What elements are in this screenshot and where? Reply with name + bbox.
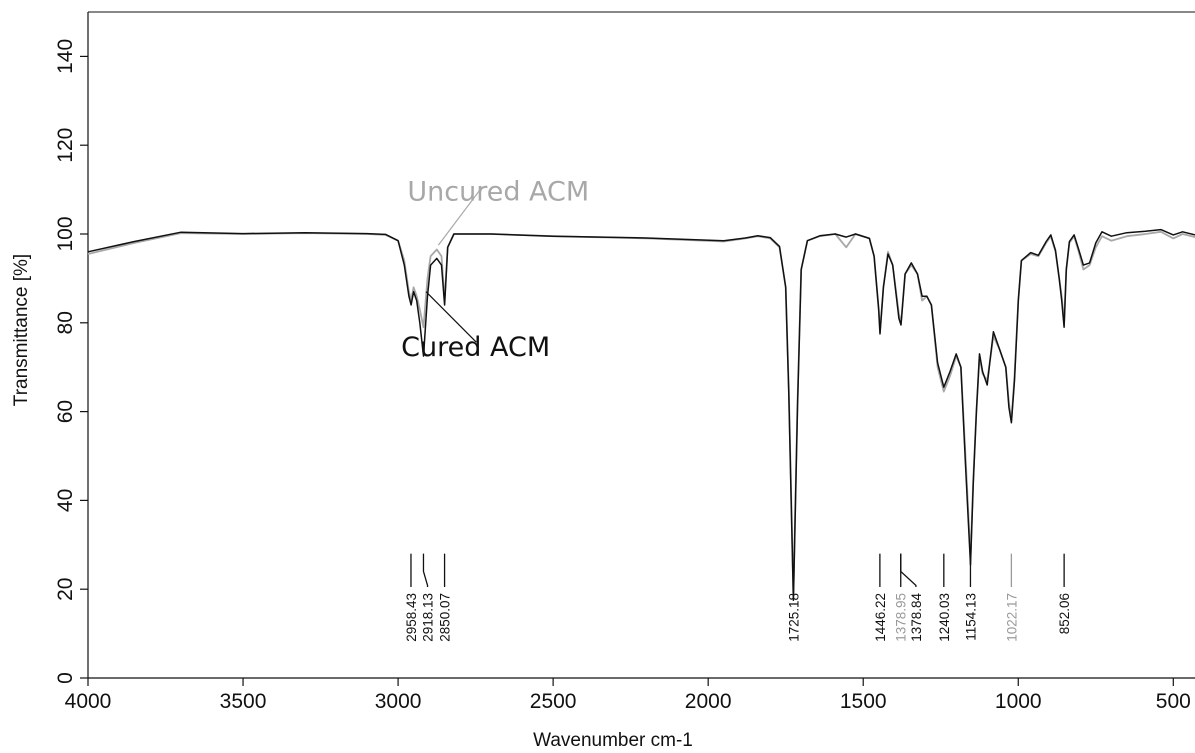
y-tick-label: 60 xyxy=(54,400,77,423)
x-tick-label: 1500 xyxy=(840,690,887,713)
peak-markers: 2958.43 2918.13 2850.07 1725.18 1446.22 1378.… xyxy=(404,553,1072,642)
x-tick-label: 3000 xyxy=(375,690,422,713)
peak-marker-line xyxy=(422,553,429,587)
peak-label: 1446.22 xyxy=(873,593,888,642)
y-tick-label: 40 xyxy=(54,489,77,512)
peak-label: 1022.17 xyxy=(1004,593,1019,642)
series-label-pointer xyxy=(437,186,483,246)
y-tick-label: 80 xyxy=(54,311,77,334)
x-tick-label: 3500 xyxy=(220,690,267,713)
plot-frame xyxy=(87,11,1195,679)
series-line-cured-acm xyxy=(87,228,1195,602)
series-annotations: Uncured ACM Cured ACM xyxy=(401,177,589,363)
y-axis-title: Transmittance [%] xyxy=(11,254,32,406)
x-tick-label: 2500 xyxy=(530,690,577,713)
peak-label: 1725.18 xyxy=(786,593,801,642)
axis-ticks: 4000 3500 3000 2500 2000 1500 1000 500 0 20 40 60 80… xyxy=(54,39,1191,713)
peak-label: 2850.07 xyxy=(438,593,453,642)
peak-label: 1154.13 xyxy=(963,593,978,641)
peak-marker-line xyxy=(900,553,917,587)
y-tick-label: 0 xyxy=(54,672,77,684)
x-axis-title: Wavenumber cm-1 xyxy=(533,730,693,751)
peak-label: 2958.43 xyxy=(404,593,419,642)
spectrum-series xyxy=(87,228,1195,602)
x-tick-label: 2000 xyxy=(685,690,732,713)
peak-label: 852.06 xyxy=(1057,593,1072,634)
series-label: Cured ACM xyxy=(401,332,550,363)
peak-label: 2918.13 xyxy=(421,593,436,642)
y-tick-label: 20 xyxy=(54,578,77,601)
series-label: Uncured ACM xyxy=(407,177,589,208)
series-line-uncured-acm xyxy=(87,230,1195,597)
series-label-pointer xyxy=(425,291,477,343)
x-tick-label: 1000 xyxy=(995,690,1042,713)
peak-label: 1240.03 xyxy=(937,593,952,642)
y-tick-label: 100 xyxy=(54,216,77,251)
peak-label: 1378.95 xyxy=(894,593,909,642)
y-tick-label: 120 xyxy=(54,128,77,163)
peak-label: 1378.84 xyxy=(909,593,924,642)
y-tick-label: 140 xyxy=(54,39,77,74)
x-tick-label: 500 xyxy=(1156,690,1191,713)
x-tick-label: 4000 xyxy=(65,690,112,713)
